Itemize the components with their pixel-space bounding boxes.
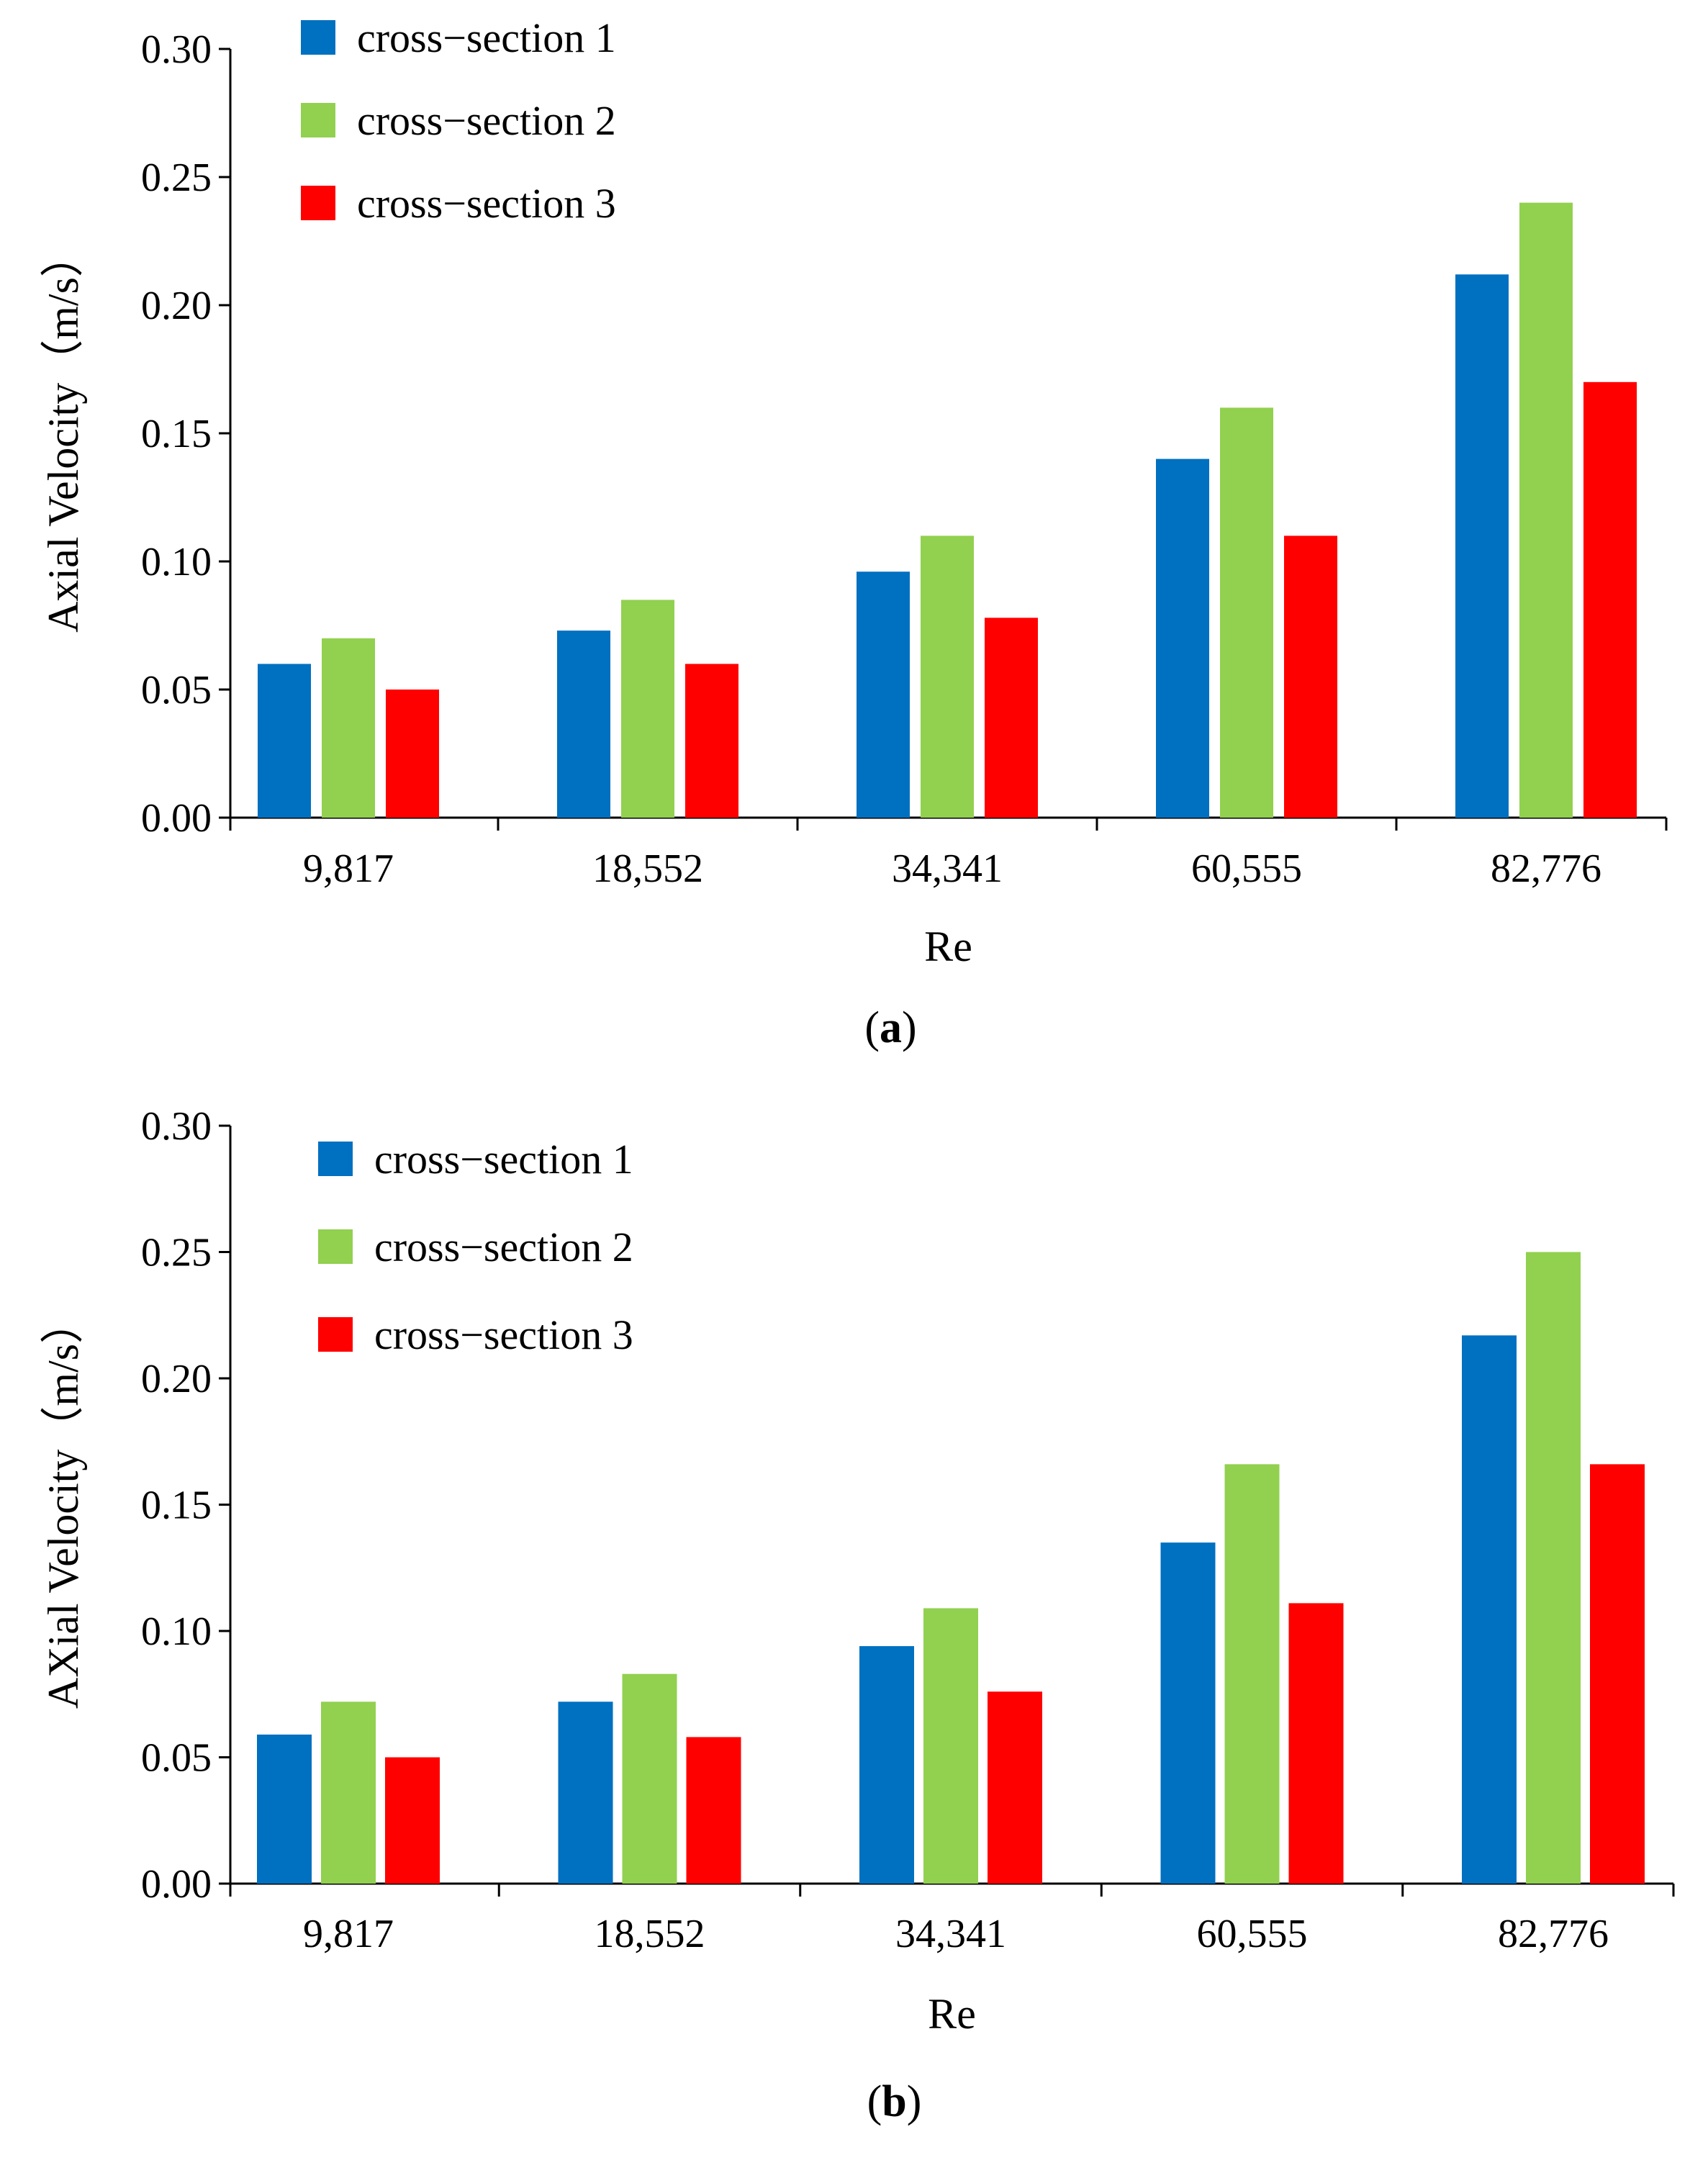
bar-series-2 — [1519, 202, 1573, 818]
x-tick-label: 9,817 — [303, 1912, 394, 1956]
legend-swatch-2 — [301, 103, 335, 137]
caption-open-paren: ( — [867, 2077, 882, 2126]
bar-series-2 — [622, 1673, 677, 1884]
bar-series-3 — [685, 664, 738, 818]
legend-label-2: cross−section 2 — [357, 97, 616, 144]
y-tick-label: 0.25 — [141, 1231, 212, 1275]
figure-caption: (a) — [864, 1003, 916, 1052]
legend-swatch-3 — [301, 186, 335, 220]
y-tick-label: 0.05 — [141, 1736, 212, 1781]
legend-swatch-3 — [318, 1317, 353, 1352]
bar-series-3 — [1284, 536, 1337, 818]
x-axis-title: Re — [928, 1990, 976, 2038]
x-tick-label: 34,341 — [895, 1912, 1006, 1956]
bar-series-1 — [1455, 274, 1509, 818]
y-tick-label: 0.10 — [141, 1609, 212, 1654]
y-tick-label: 0.30 — [141, 27, 212, 72]
legend-label-2: cross−section 2 — [374, 1224, 633, 1270]
bar-series-1 — [258, 664, 311, 818]
bar-chart-a: 0.00 0.05 0.10 0.15 0.20 0.25 0.30 9,817 18,552 3… — [40, 14, 1668, 1052]
y-axis-title: AXial Velocity（m/s） — [40, 1301, 87, 1709]
caption-letter: b — [882, 2077, 906, 2126]
bar-series-2 — [1220, 407, 1273, 818]
bar-series-1 — [558, 1702, 613, 1884]
y-tick-label: 0.30 — [141, 1104, 212, 1149]
bar-series-1 — [857, 571, 910, 818]
bar-series-3 — [1590, 1464, 1645, 1884]
figure-caption: (b) — [867, 2077, 922, 2126]
x-tick-label: 60,555 — [1191, 846, 1302, 891]
y-tick-label: 0.05 — [141, 668, 212, 713]
bar-series-1 — [859, 1646, 914, 1884]
x-tick-label: 34,341 — [892, 846, 1003, 891]
x-tick-label: 82,776 — [1498, 1912, 1609, 1956]
bar-series-2 — [322, 638, 375, 818]
x-tick-label: 82,776 — [1491, 846, 1601, 891]
caption-close-paren: ) — [902, 1003, 917, 1052]
bar-series-2 — [621, 600, 674, 818]
y-tick-label: 0.15 — [141, 1483, 212, 1528]
x-tick-label: 18,552 — [595, 1912, 705, 1956]
legend-label-3: cross−section 3 — [357, 180, 616, 227]
x-tick-label: 9,817 — [303, 846, 394, 891]
bar-series-1 — [1156, 458, 1209, 818]
bar-series-2 — [1526, 1252, 1581, 1884]
bar-series-3 — [386, 690, 439, 818]
y-tick-label: 0.25 — [141, 155, 212, 200]
bar-series-1 — [1462, 1335, 1517, 1884]
bar-series-2 — [1224, 1464, 1280, 1884]
x-tick-label: 60,555 — [1197, 1912, 1308, 1956]
caption-open-paren: ( — [864, 1003, 880, 1052]
caption-close-paren: ) — [907, 2077, 922, 2126]
y-tick-label: 0.20 — [141, 1357, 212, 1401]
y-tick-label: 0.00 — [141, 796, 212, 841]
legend-label-3: cross−section 3 — [374, 1311, 633, 1358]
bar-series-2 — [321, 1702, 376, 1884]
legend-label-1: cross−section 1 — [357, 14, 616, 61]
caption-letter: a — [880, 1003, 902, 1052]
bar-series-1 — [257, 1734, 312, 1884]
y-tick-label: 0.20 — [141, 284, 212, 328]
y-axis-title: Axial Velocity（m/s） — [40, 234, 87, 633]
bar-series-3 — [385, 1757, 440, 1884]
legend-swatch-1 — [318, 1142, 353, 1176]
x-axis-title: Re — [924, 923, 972, 970]
legend-swatch-1 — [301, 20, 335, 55]
bar-series-2 — [923, 1608, 978, 1884]
x-tick-label: 18,552 — [592, 846, 703, 891]
bar-series-3 — [1288, 1603, 1344, 1884]
bar-series-3 — [1583, 381, 1637, 818]
legend-swatch-2 — [318, 1229, 353, 1264]
bar-series-2 — [921, 536, 974, 818]
bar-series-1 — [557, 631, 610, 818]
bar-series-1 — [1160, 1542, 1216, 1884]
bar-series-3 — [988, 1691, 1042, 1884]
bar-series-3 — [686, 1737, 741, 1884]
bar-series-3 — [985, 618, 1038, 818]
legend-label-1: cross−section 1 — [374, 1136, 633, 1183]
y-tick-label: 0.15 — [141, 412, 212, 456]
bar-chart-b: 0.00 0.05 0.10 0.15 0.20 0.25 0.30 9,817 18,552 3… — [40, 1104, 1675, 2126]
y-tick-label: 0.00 — [141, 1862, 212, 1907]
y-tick-label: 0.10 — [141, 540, 212, 584]
